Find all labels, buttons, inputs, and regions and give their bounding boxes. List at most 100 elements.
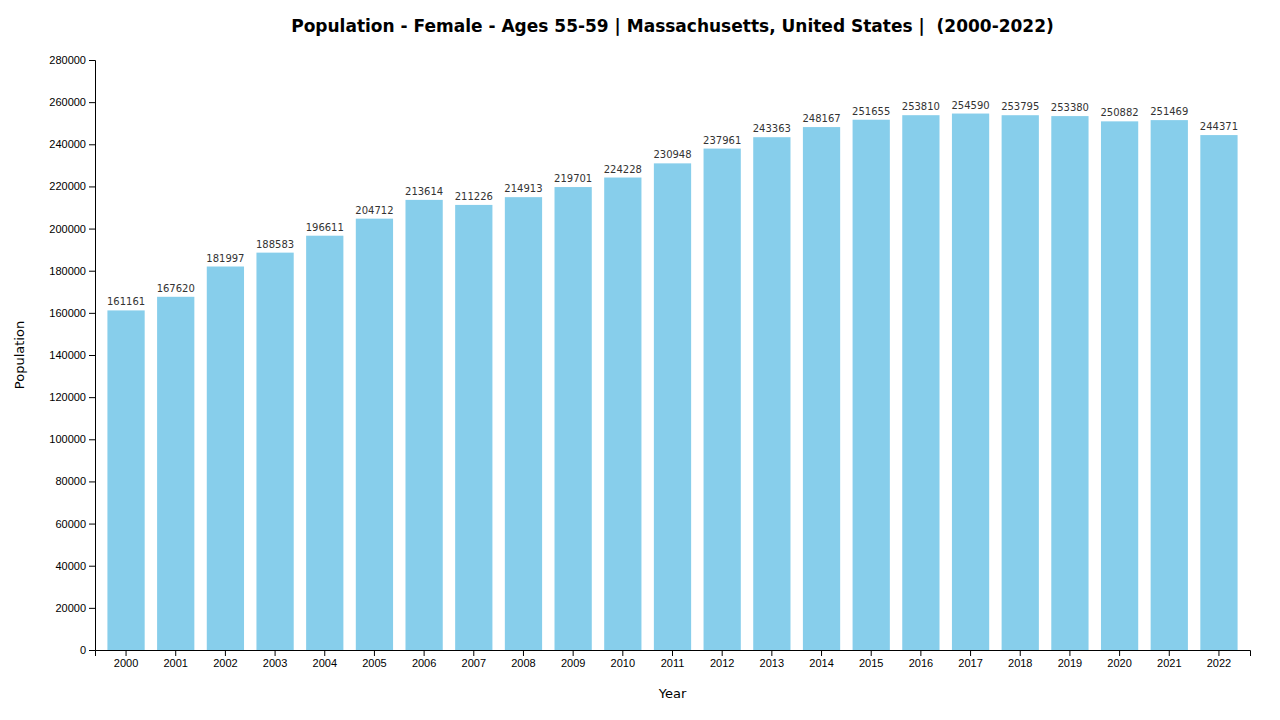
y-tick-label: 40000 <box>55 560 86 572</box>
x-tick-mark <box>523 650 524 656</box>
x-tick-label: 2004 <box>313 657 337 669</box>
y-tick-label: 240000 <box>49 138 86 150</box>
x-tick-label: 2002 <box>213 657 237 669</box>
x-tick-label: 2012 <box>710 657 734 669</box>
y-tick: 240000 <box>49 138 95 150</box>
x-tick: 2015 <box>859 650 883 669</box>
y-tick: 280000 <box>49 54 95 66</box>
y-tick-label: 200000 <box>49 223 86 235</box>
x-tick-label: 2010 <box>611 657 635 669</box>
bar <box>853 120 890 650</box>
y-tick-label: 100000 <box>49 433 86 445</box>
y-tick: 180000 <box>49 265 95 277</box>
x-tick-label: 2008 <box>511 657 535 669</box>
bar <box>952 114 989 650</box>
x-tick-mark <box>920 650 921 656</box>
x-tick-mark <box>175 650 176 656</box>
y-tick-label: 60000 <box>55 518 86 530</box>
data-label: 196611 <box>306 222 344 233</box>
y-tick-mark <box>89 397 95 398</box>
bar <box>306 236 343 650</box>
x-tick: 2012 <box>710 650 734 669</box>
x-tick-label: 2009 <box>561 657 585 669</box>
chart-svg: 2000 2001 2002 2003 2004 2005 2006 2007 2008 2009… <box>0 0 1280 720</box>
x-tick-label: 2019 <box>1058 657 1082 669</box>
x-tick-label: 2017 <box>958 657 982 669</box>
x-tick-label: 2020 <box>1107 657 1131 669</box>
y-tick-mark <box>89 102 95 103</box>
x-axis-line <box>96 651 1251 657</box>
y-tick: 260000 <box>49 96 95 108</box>
x-tick-mark <box>1169 650 1170 656</box>
x-tick: 2021 <box>1157 650 1181 669</box>
y-tick: 80000 <box>55 475 95 487</box>
y-tick-label: 20000 <box>55 602 86 614</box>
y-tick-mark <box>89 229 95 230</box>
bar <box>356 219 393 650</box>
x-tick-label: 2013 <box>760 657 784 669</box>
x-tick-mark <box>622 650 623 656</box>
y-tick: 140000 <box>49 349 95 361</box>
y-tick-mark <box>89 524 95 525</box>
data-labels: 1611611676201819971885831966112047122136… <box>107 100 1238 308</box>
y-tick-label: 280000 <box>49 54 86 66</box>
chart-container: 2000 2001 2002 2003 2004 2005 2006 2007 2008 2009… <box>0 0 1280 720</box>
data-label: 161161 <box>107 296 145 307</box>
y-tick: 0 <box>80 644 95 656</box>
x-tick-label: 2021 <box>1157 657 1181 669</box>
x-tick: 2007 <box>462 650 486 669</box>
y-axis: 0200004000060000800001000001200001400001… <box>49 54 95 656</box>
y-tick: 60000 <box>55 518 95 530</box>
data-label: 250882 <box>1101 107 1139 118</box>
bar <box>405 200 442 650</box>
x-tick: 2014 <box>809 650 833 669</box>
data-label: 167620 <box>157 283 195 294</box>
x-tick: 2003 <box>263 650 287 669</box>
x-tick: 2009 <box>561 650 585 669</box>
bar <box>256 253 293 650</box>
x-tick-mark <box>871 650 872 656</box>
x-tick-mark <box>473 650 474 656</box>
chart-title: Population - Female - Ages 55-59 | Massa… <box>291 16 1054 36</box>
data-label: 237961 <box>703 135 741 146</box>
y-axis-line <box>89 61 96 651</box>
x-tick-label: 2007 <box>462 657 486 669</box>
x-tick-mark <box>970 650 971 656</box>
x-tick-mark <box>1218 650 1219 656</box>
bar <box>107 310 144 650</box>
bar <box>555 187 592 650</box>
x-tick-label: 2000 <box>114 657 138 669</box>
x-tick-mark <box>771 650 772 656</box>
x-tick-label: 2003 <box>263 657 287 669</box>
x-tick: 2008 <box>511 650 535 669</box>
x-tick: 2018 <box>1008 650 1032 669</box>
y-tick-mark <box>89 271 95 272</box>
x-tick: 2016 <box>909 650 933 669</box>
x-tick: 2001 <box>163 650 187 669</box>
data-label: 211226 <box>455 191 493 202</box>
bar <box>207 267 244 650</box>
y-tick-mark <box>89 439 95 440</box>
x-tick-mark <box>722 650 723 656</box>
x-tick-label: 2011 <box>661 657 685 669</box>
y-tick-label: 0 <box>80 644 86 656</box>
x-tick-label: 2006 <box>412 657 436 669</box>
y-tick: 160000 <box>49 307 95 319</box>
y-tick-label: 80000 <box>55 475 86 487</box>
data-label: 213614 <box>405 186 443 197</box>
y-tick-label: 140000 <box>49 349 86 361</box>
x-tick: 2002 <box>213 650 237 669</box>
x-tick-mark <box>1069 650 1070 656</box>
x-tick-mark <box>126 650 127 656</box>
x-tick: 2005 <box>362 650 386 669</box>
x-tick: 2019 <box>1058 650 1082 669</box>
bar <box>704 149 741 650</box>
y-tick-mark <box>89 313 95 314</box>
x-tick-mark <box>225 650 226 656</box>
data-label: 251655 <box>852 106 890 117</box>
x-tick-label: 2015 <box>859 657 883 669</box>
data-label: 181997 <box>206 253 244 264</box>
data-label: 214913 <box>504 183 542 194</box>
bar <box>1101 121 1138 650</box>
data-label: 251469 <box>1150 106 1188 117</box>
